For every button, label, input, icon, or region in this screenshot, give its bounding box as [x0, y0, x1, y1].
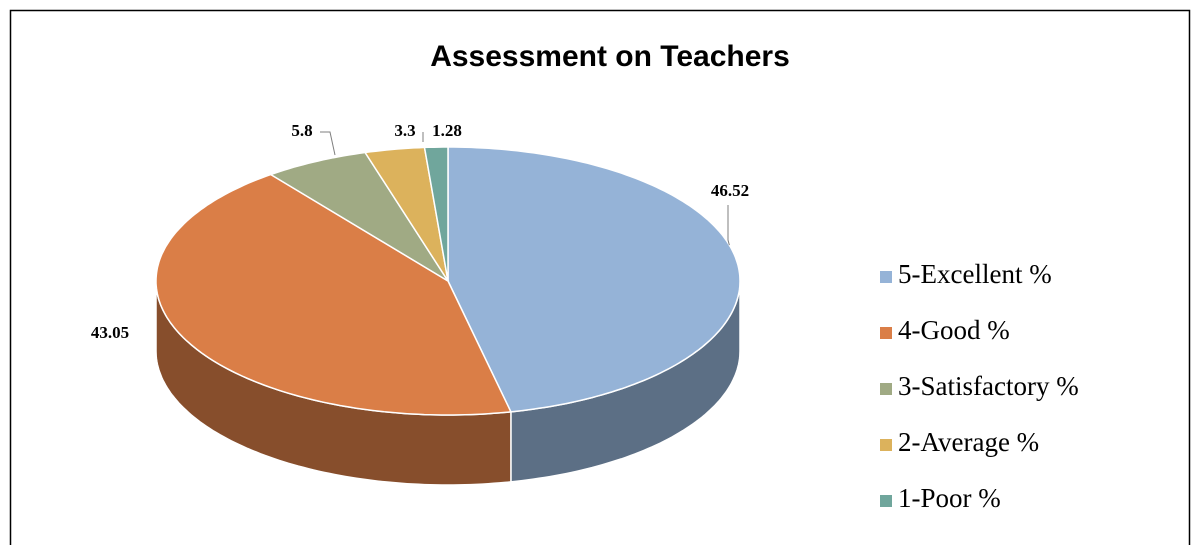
- slice: [423, 146, 449, 282]
- chart-frame: [9, 9, 1191, 545]
- leader-line: [320, 131, 336, 156]
- slice: [155, 173, 513, 416]
- data-label: 46.52: [711, 181, 749, 200]
- slice: [447, 146, 741, 413]
- legend-swatch: [880, 383, 892, 395]
- data-label: 5.8: [291, 121, 312, 140]
- legend-label: 4-Good %: [898, 315, 1010, 345]
- legend-label: 3-Satisfactory %: [898, 371, 1079, 401]
- legend-swatch: [880, 327, 892, 339]
- chart-title: Assessment on Teachers: [430, 40, 790, 73]
- data-label: 1.28: [432, 121, 462, 140]
- pie: [155, 146, 741, 486]
- slice: [363, 146, 449, 282]
- legend-label: 1-Poor %: [898, 483, 1001, 513]
- data-label: 43.05: [91, 323, 129, 342]
- legend-swatch: [880, 439, 892, 451]
- legend-swatch: [880, 495, 892, 507]
- data-labels: 46.52 43.05 5.8 3.3 1.28: [91, 121, 749, 342]
- leader-line: [727, 205, 730, 246]
- legend: 5-Excellent % 4-Good % 3-Satisfactory % 2-A…: [880, 259, 1079, 513]
- legend-swatch: [880, 271, 892, 283]
- slice: [268, 151, 449, 282]
- data-label: 3.3: [394, 121, 415, 140]
- legend-label: 2-Average %: [898, 427, 1039, 457]
- legend-label: 5-Excellent %: [898, 259, 1052, 289]
